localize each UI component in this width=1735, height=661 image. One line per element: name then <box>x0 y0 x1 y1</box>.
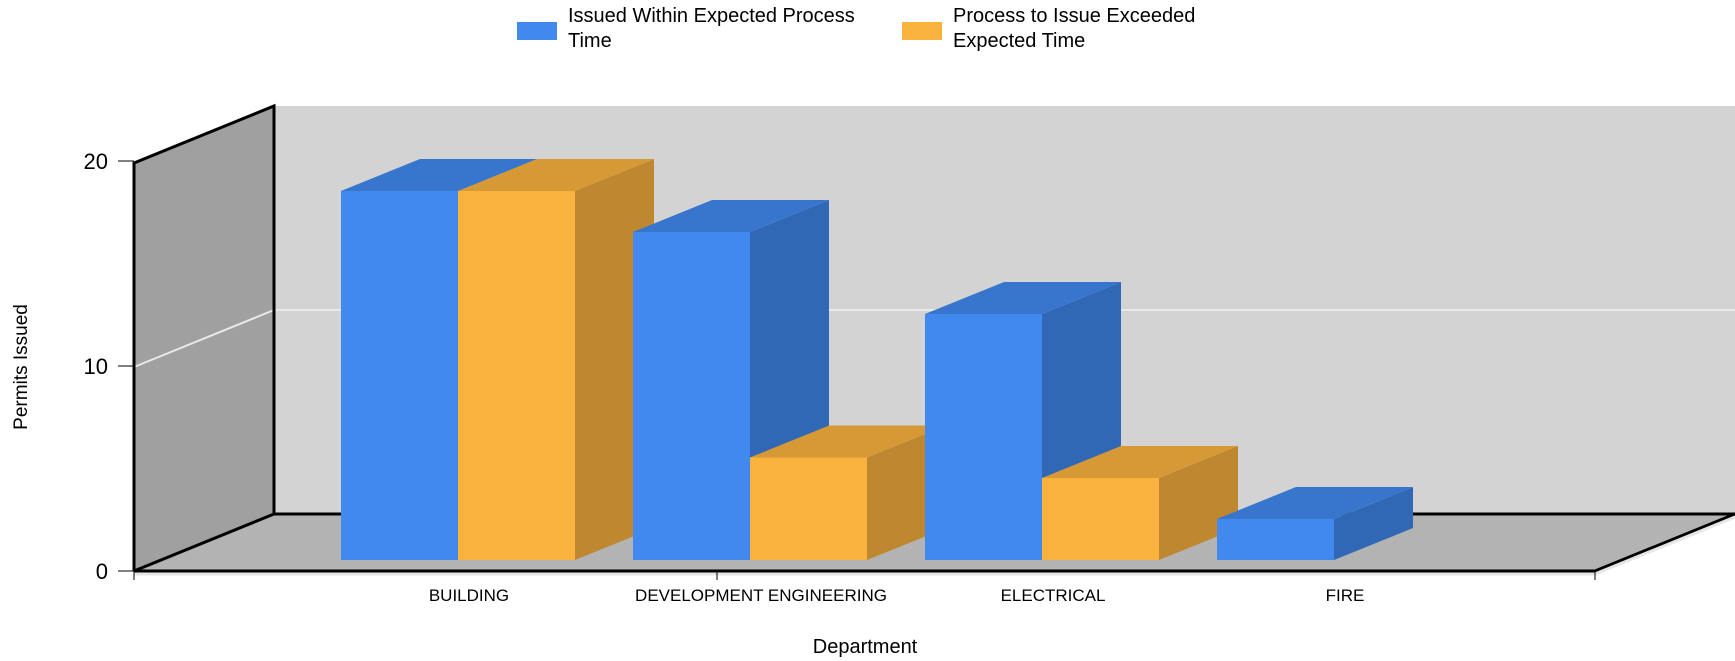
bar-top-face <box>750 425 946 458</box>
bar-building-series-2[interactable] <box>458 159 654 560</box>
bar-front-face <box>925 314 1042 560</box>
bar-top-face <box>925 282 1121 314</box>
bar-development-engineering-series-2[interactable] <box>750 425 946 561</box>
bar-top-face <box>458 159 654 191</box>
y-axis: 0 10 20 <box>84 149 134 584</box>
x-axis: BUILDING DEVELOPMENT ENGINEERING ELECTRICA… <box>133 571 1596 605</box>
legend-swatch-orange <box>902 22 942 40</box>
x-tick-label: ELECTRICAL <box>1001 586 1106 605</box>
floor-right-highlight <box>1594 515 1735 576</box>
floor-edge-left <box>133 512 275 573</box>
legend: Issued Within Expected Process Time Proc… <box>0 4 1735 60</box>
x-tick-label: BUILDING <box>429 586 509 605</box>
bar-front-face <box>458 191 575 560</box>
bar-top-face <box>1042 446 1238 478</box>
bar-top-face <box>1217 487 1413 519</box>
bars <box>341 159 1413 560</box>
bar-fire-series-1[interactable] <box>1217 487 1413 560</box>
bar-top-face <box>633 200 829 232</box>
bar-front-face <box>341 191 458 560</box>
x-axis-title: Department <box>813 636 918 658</box>
legend-label-within-expected: Issued Within Expected Process Time <box>568 5 855 52</box>
floor-edge-right <box>1594 512 1735 573</box>
x-tick-label: DEVELOPMENT ENGINEERING <box>635 586 887 605</box>
y-tick-label: 0 <box>96 559 108 584</box>
legend-label-exceeded: Process to Issue Exceeded Expected Time <box>953 5 1196 52</box>
x-tick-label: FIRE <box>1326 586 1365 605</box>
bar-front-face <box>1217 519 1334 560</box>
y-tick-label: 10 <box>84 354 108 379</box>
y-axis-title: Permits Issued <box>11 304 32 430</box>
legend-swatch-blue <box>517 22 557 40</box>
bar-front-face <box>633 232 750 560</box>
y-tick-label: 20 <box>84 149 108 174</box>
bar-top-face <box>341 159 537 191</box>
bar-front-face <box>750 457 867 560</box>
bar-front-face <box>1042 478 1159 560</box>
bar-side-face <box>1334 487 1413 560</box>
